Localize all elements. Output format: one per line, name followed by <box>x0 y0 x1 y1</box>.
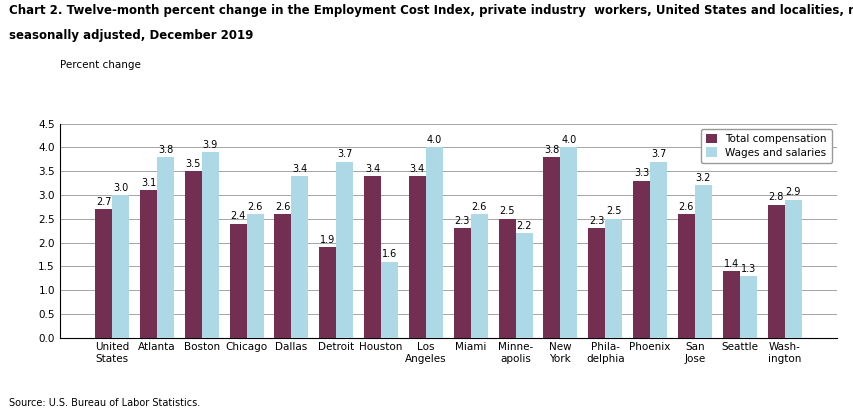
Bar <box>247 214 264 338</box>
Text: 3.1: 3.1 <box>141 178 156 188</box>
Text: 2.2: 2.2 <box>516 221 531 231</box>
Bar <box>112 195 129 338</box>
Bar <box>515 233 532 338</box>
Bar <box>319 247 336 338</box>
Text: Chart 2. Twelve-month percent change in the Employment Cost Index, private indus: Chart 2. Twelve-month percent change in … <box>9 4 853 17</box>
Text: 2.8: 2.8 <box>768 192 783 202</box>
Legend: Total compensation, Wages and salaries: Total compensation, Wages and salaries <box>700 129 831 163</box>
Bar <box>498 219 515 338</box>
Text: 2.6: 2.6 <box>247 202 263 212</box>
Text: seasonally adjusted, December 2019: seasonally adjusted, December 2019 <box>9 29 252 42</box>
Text: 3.8: 3.8 <box>158 145 173 154</box>
Text: 3.7: 3.7 <box>650 149 665 159</box>
Text: 2.9: 2.9 <box>785 187 800 197</box>
Text: 3.3: 3.3 <box>633 169 648 178</box>
Text: Percent change: Percent change <box>60 60 141 70</box>
Bar <box>722 271 739 338</box>
Bar <box>184 171 201 338</box>
Bar <box>380 262 397 338</box>
Bar <box>201 152 218 338</box>
Text: 2.5: 2.5 <box>499 206 514 216</box>
Text: 3.4: 3.4 <box>409 164 425 173</box>
Text: 2.3: 2.3 <box>589 216 604 226</box>
Text: 3.2: 3.2 <box>695 173 711 183</box>
Text: 3.0: 3.0 <box>113 183 128 193</box>
Bar <box>470 214 487 338</box>
Text: 2.5: 2.5 <box>606 206 621 216</box>
Bar <box>409 176 426 338</box>
Bar <box>274 214 291 338</box>
Bar <box>784 200 801 338</box>
Text: 3.7: 3.7 <box>337 149 352 159</box>
Bar <box>694 185 711 338</box>
Bar <box>632 181 649 338</box>
Bar <box>336 162 353 338</box>
Bar <box>140 190 157 338</box>
Text: 1.4: 1.4 <box>722 259 738 269</box>
Text: 4.0: 4.0 <box>560 135 576 145</box>
Bar <box>560 147 577 338</box>
Text: 2.6: 2.6 <box>275 202 290 212</box>
Bar <box>95 209 112 338</box>
Bar <box>291 176 308 338</box>
Bar <box>739 276 756 338</box>
Text: 3.4: 3.4 <box>364 164 380 173</box>
Text: 2.3: 2.3 <box>454 216 469 226</box>
Text: 2.4: 2.4 <box>230 211 246 221</box>
Text: 1.3: 1.3 <box>740 264 755 274</box>
Text: 3.4: 3.4 <box>292 164 307 173</box>
Text: 3.9: 3.9 <box>202 140 218 150</box>
Text: 1.6: 1.6 <box>381 249 397 259</box>
Bar <box>453 228 470 338</box>
Bar <box>426 147 443 338</box>
Bar <box>649 162 666 338</box>
Bar <box>543 157 560 338</box>
Text: 1.9: 1.9 <box>320 235 335 245</box>
Bar <box>588 228 605 338</box>
Text: 2.7: 2.7 <box>96 197 111 207</box>
Text: 3.5: 3.5 <box>185 159 200 169</box>
Text: Source: U.S. Bureau of Labor Statistics.: Source: U.S. Bureau of Labor Statistics. <box>9 398 200 408</box>
Bar <box>157 157 174 338</box>
Bar <box>363 176 380 338</box>
Text: 2.6: 2.6 <box>678 202 693 212</box>
Bar <box>229 224 247 338</box>
Text: 2.6: 2.6 <box>471 202 486 212</box>
Bar <box>677 214 694 338</box>
Bar <box>605 219 622 338</box>
Bar <box>767 204 784 338</box>
Text: 3.8: 3.8 <box>543 145 559 154</box>
Text: 4.0: 4.0 <box>426 135 442 145</box>
